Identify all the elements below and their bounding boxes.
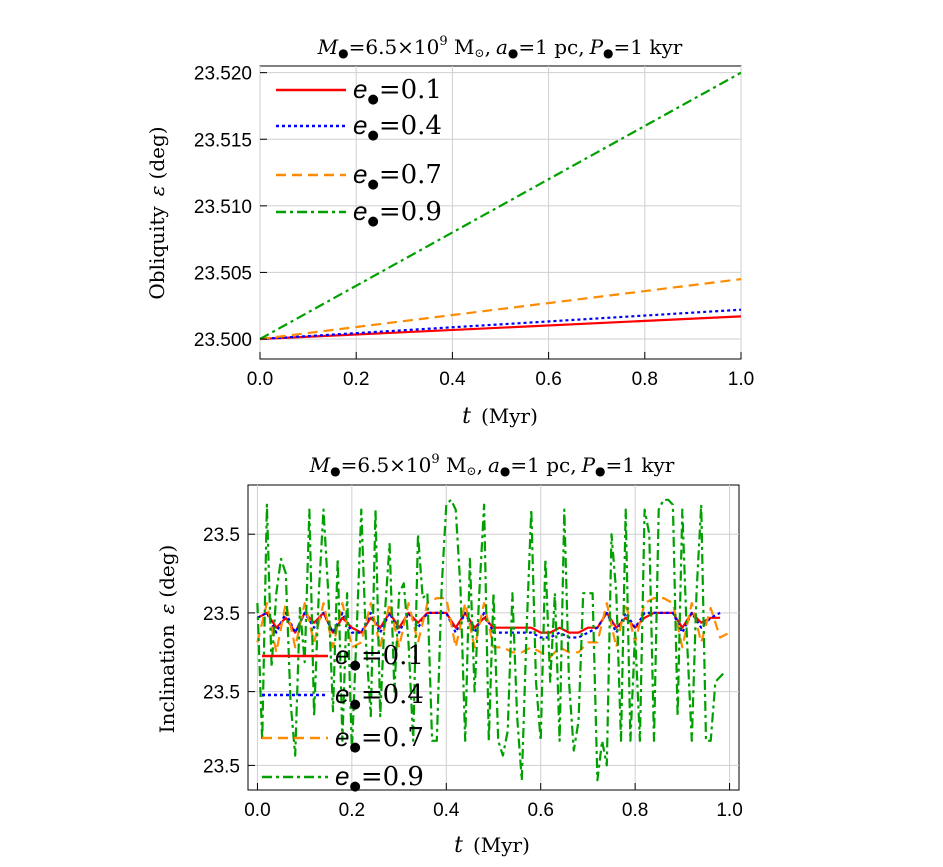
- x-ticks: 0.0 0.2 0.4 0.6 0.8 1.0: [244, 783, 743, 821]
- y-tick-label: 23.500: [194, 330, 252, 351]
- title-mass-unit: M: [448, 35, 475, 59]
- legend-value: 0.1: [383, 641, 424, 671]
- legend-value: 0.4: [383, 680, 424, 710]
- y-axis-label: Obliquity ε (deg): [145, 126, 169, 299]
- legend-value: 0.4: [401, 111, 442, 141]
- legend-label-2: e●=0.7: [335, 722, 424, 755]
- legend-value: 0.7: [401, 160, 442, 190]
- title-p-symbol: P: [589, 35, 604, 59]
- x-tick-label: 0.0: [244, 800, 270, 821]
- x-tick-label: 0.4: [439, 369, 466, 390]
- legend-label-0: e●=0.1: [335, 640, 424, 673]
- legend: e●=0.1 e●=0.4 e●=0.7 e●=0.9: [262, 640, 424, 794]
- y-axis-label-symbol: ε: [155, 604, 179, 615]
- title-mass-value: =6.5×10: [341, 453, 432, 477]
- obliquity-chart: 0.0 0.2 0.4 0.6 0.8 1.0 23.50023.50523.51023.…: [145, 34, 754, 429]
- series-line-3: [256, 498, 726, 782]
- legend-value: 0.7: [383, 723, 424, 753]
- x-tick-label: 0.8: [632, 369, 658, 390]
- x-axis-label-symbol: t: [462, 404, 471, 429]
- y-axis-label-symbol: ε: [145, 185, 169, 196]
- title-a-value: =1 pc,: [518, 35, 584, 59]
- y-ticks: 23.5 23.5 23.5 23.5: [203, 525, 255, 777]
- title-a-value: =1 pc,: [510, 453, 576, 477]
- x-axis-label-unit: (Myr): [481, 404, 538, 428]
- title-mass-value: =6.5×10: [349, 35, 440, 59]
- title-bullet: ●: [500, 464, 510, 478]
- y-tick-label: 23.5: [203, 604, 240, 625]
- y-tick-label: 23.5: [203, 525, 240, 546]
- x-axis-label: t (Myr): [454, 833, 530, 858]
- title-a-symbol: a: [496, 35, 508, 59]
- legend-label-1: e●=0.4: [335, 679, 424, 712]
- inclination-chart: 0.0 0.2 0.4 0.6 0.8 1.0 23.523.523.523.5 M●=6…: [155, 452, 743, 858]
- x-axis-label: t (Myr): [462, 404, 538, 429]
- title-sun-symbol: ⊙: [467, 464, 477, 478]
- title-bullet: ●: [338, 46, 348, 60]
- y-tick-label: 23.5: [203, 683, 240, 704]
- y-tick-label: 23.510: [194, 197, 252, 218]
- legend-value: 0.9: [383, 762, 424, 792]
- legend-label-2: e●=0.7: [353, 159, 442, 192]
- x-tick-label: 1.0: [716, 800, 742, 821]
- legend-label-3: e●=0.9: [335, 761, 424, 794]
- title-mass-exponent: 9: [431, 452, 439, 467]
- series-line-1: [259, 308, 742, 341]
- x-tick-label: 0.0: [247, 369, 273, 390]
- series-group: [256, 498, 731, 782]
- x-tick-label: 0.6: [535, 369, 561, 390]
- x-tick-label: 0.2: [343, 369, 369, 390]
- title-separator: ,: [485, 35, 491, 59]
- legend-label-0: e●=0.1: [353, 74, 442, 107]
- y-tick-label: 23.5: [203, 756, 240, 777]
- y-axis-label-text: Inclination: [155, 624, 179, 733]
- title-p-value: =1 kyr: [614, 35, 683, 59]
- y-axis-label-unit: (deg): [145, 126, 169, 179]
- title-mass-symbol: M: [309, 453, 331, 477]
- x-tick-label: 1.0: [728, 369, 754, 390]
- legend-label-1: e●=0.4: [353, 110, 442, 143]
- title-separator: ,: [477, 453, 483, 477]
- series-line-0: [259, 315, 742, 341]
- y-ticks: 23.500 23.505 23.510 23.515 23.520: [194, 64, 267, 351]
- x-tick-label: 0.2: [339, 800, 365, 821]
- title-bullet: ●: [603, 46, 613, 60]
- y-tick-label: 23.515: [194, 130, 252, 151]
- chart-title: M●=6.5×109 M⊙, a●=1 pc, P●=1 kyr: [309, 452, 675, 478]
- legend: e●=0.1 e●=0.4 e●=0.7 e●=0.9: [276, 74, 442, 229]
- legend-value: 0.1: [401, 75, 442, 105]
- title-bullet: ●: [595, 464, 605, 478]
- title-bullet: ●: [508, 46, 518, 60]
- legend-label-3: e●=0.9: [353, 196, 442, 229]
- series-line-3: [259, 71, 742, 340]
- chart-title: M●=6.5×109 M⊙, a●=1 pc, P●=1 kyr: [317, 34, 683, 60]
- title-p-value: =1 kyr: [606, 453, 675, 477]
- title-sun-symbol: ⊙: [475, 46, 485, 60]
- title-mass-unit: M: [440, 453, 467, 477]
- title-mass-symbol: M: [317, 35, 339, 59]
- title-p-symbol: P: [581, 453, 596, 477]
- x-tick-label: 0.8: [622, 800, 648, 821]
- y-tick-label: 23.520: [194, 64, 252, 85]
- series-line-2: [259, 278, 742, 341]
- title-mass-exponent: 9: [439, 34, 447, 49]
- series-group: [259, 71, 742, 341]
- y-axis-label-text: Obliquity: [145, 205, 169, 299]
- x-axis-label-symbol: t: [454, 833, 463, 858]
- x-ticks: 0.0 0.2 0.4 0.6 0.8 1.0: [247, 352, 754, 390]
- x-tick-label: 0.6: [528, 800, 554, 821]
- y-axis-label-unit: (deg): [155, 545, 179, 598]
- y-axis-label: Inclination ε (deg): [155, 545, 179, 734]
- title-bullet: ●: [330, 464, 340, 478]
- title-a-symbol: a: [488, 453, 500, 477]
- legend-value: 0.9: [401, 197, 442, 227]
- x-tick-label: 0.4: [433, 800, 460, 821]
- y-tick-label: 23.505: [194, 263, 252, 284]
- x-axis-label-unit: (Myr): [473, 833, 530, 857]
